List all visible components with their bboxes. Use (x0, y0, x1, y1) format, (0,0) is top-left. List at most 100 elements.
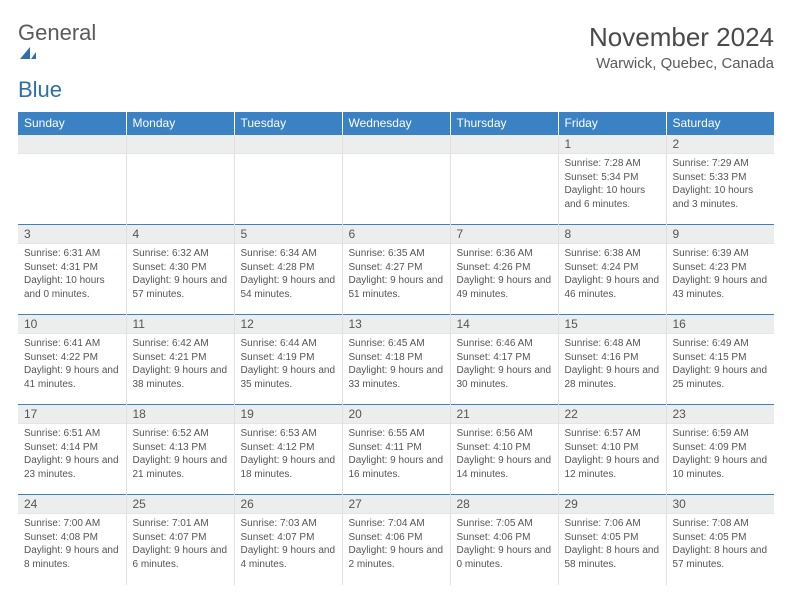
day-cell: 28Sunrise: 7:05 AMSunset: 4:06 PMDayligh… (450, 495, 558, 585)
day-cell: 13Sunrise: 6:45 AMSunset: 4:18 PMDayligh… (342, 315, 450, 405)
logo: General Blue (18, 22, 96, 102)
sunrise-text: Sunrise: 6:49 AM (673, 337, 769, 351)
day-cell: 20Sunrise: 6:55 AMSunset: 4:11 PMDayligh… (342, 405, 450, 495)
day-details: Sunrise: 7:28 AMSunset: 5:34 PMDaylight:… (559, 154, 666, 214)
day-details: Sunrise: 6:34 AMSunset: 4:28 PMDaylight:… (235, 244, 342, 304)
daylight-text: Daylight: 10 hours and 0 minutes. (24, 274, 120, 301)
day-details: Sunrise: 6:51 AMSunset: 4:14 PMDaylight:… (18, 424, 126, 484)
sunrise-text: Sunrise: 6:55 AM (349, 427, 444, 441)
day-cell: 15Sunrise: 6:48 AMSunset: 4:16 PMDayligh… (558, 315, 666, 405)
logo-text-general: General (18, 20, 96, 45)
day-cell: 14Sunrise: 6:46 AMSunset: 4:17 PMDayligh… (450, 315, 558, 405)
weekday-header: Friday (558, 112, 666, 135)
day-details: Sunrise: 7:06 AMSunset: 4:05 PMDaylight:… (559, 514, 666, 574)
day-details: Sunrise: 6:48 AMSunset: 4:16 PMDaylight:… (559, 334, 666, 394)
sunset-text: Sunset: 4:19 PM (241, 351, 336, 365)
day-cell: 24Sunrise: 7:00 AMSunset: 4:08 PMDayligh… (18, 495, 126, 585)
daylight-text: Daylight: 9 hours and 2 minutes. (349, 544, 444, 571)
sunset-text: Sunset: 4:09 PM (673, 441, 769, 455)
sunrise-text: Sunrise: 6:45 AM (349, 337, 444, 351)
sunrise-text: Sunrise: 6:57 AM (565, 427, 660, 441)
day-details: Sunrise: 6:57 AMSunset: 4:10 PMDaylight:… (559, 424, 666, 484)
calendar-week-row: 1Sunrise: 7:28 AMSunset: 5:34 PMDaylight… (18, 135, 774, 225)
sunset-text: Sunset: 4:06 PM (349, 531, 444, 545)
sunrise-text: Sunrise: 7:05 AM (457, 517, 552, 531)
calendar-table: Sunday Monday Tuesday Wednesday Thursday… (18, 112, 774, 585)
daylight-text: Daylight: 9 hours and 35 minutes. (241, 364, 336, 391)
sunset-text: Sunset: 4:22 PM (24, 351, 120, 365)
sunrise-text: Sunrise: 6:56 AM (457, 427, 552, 441)
daylight-text: Daylight: 9 hours and 18 minutes. (241, 454, 336, 481)
day-cell (342, 135, 450, 225)
day-cell: 29Sunrise: 7:06 AMSunset: 4:05 PMDayligh… (558, 495, 666, 585)
daylight-text: Daylight: 9 hours and 38 minutes. (133, 364, 228, 391)
day-number (18, 135, 126, 154)
sunset-text: Sunset: 4:05 PM (565, 531, 660, 545)
day-details: Sunrise: 6:38 AMSunset: 4:24 PMDaylight:… (559, 244, 666, 304)
day-details: Sunrise: 6:36 AMSunset: 4:26 PMDaylight:… (451, 244, 558, 304)
day-number: 2 (667, 135, 775, 154)
sunset-text: Sunset: 4:21 PM (133, 351, 228, 365)
calendar-body: 1Sunrise: 7:28 AMSunset: 5:34 PMDaylight… (18, 135, 774, 585)
day-cell (126, 135, 234, 225)
sunset-text: Sunset: 4:11 PM (349, 441, 444, 455)
day-details: Sunrise: 6:41 AMSunset: 4:22 PMDaylight:… (18, 334, 126, 394)
day-number: 18 (127, 405, 234, 424)
calendar-week-row: 3Sunrise: 6:31 AMSunset: 4:31 PMDaylight… (18, 225, 774, 315)
day-number (451, 135, 558, 154)
day-number (235, 135, 342, 154)
daylight-text: Daylight: 9 hours and 46 minutes. (565, 274, 660, 301)
day-number: 17 (18, 405, 126, 424)
sunrise-text: Sunrise: 6:34 AM (241, 247, 336, 261)
day-details: Sunrise: 6:55 AMSunset: 4:11 PMDaylight:… (343, 424, 450, 484)
day-cell: 30Sunrise: 7:08 AMSunset: 4:05 PMDayligh… (666, 495, 774, 585)
daylight-text: Daylight: 9 hours and 41 minutes. (24, 364, 120, 391)
day-number: 8 (559, 225, 666, 244)
day-number (127, 135, 234, 154)
sunrise-text: Sunrise: 7:08 AM (673, 517, 769, 531)
day-cell: 4Sunrise: 6:32 AMSunset: 4:30 PMDaylight… (126, 225, 234, 315)
sunset-text: Sunset: 4:12 PM (241, 441, 336, 455)
daylight-text: Daylight: 9 hours and 14 minutes. (457, 454, 552, 481)
calendar-week-row: 10Sunrise: 6:41 AMSunset: 4:22 PMDayligh… (18, 315, 774, 405)
day-details: Sunrise: 6:49 AMSunset: 4:15 PMDaylight:… (667, 334, 775, 394)
day-cell: 21Sunrise: 6:56 AMSunset: 4:10 PMDayligh… (450, 405, 558, 495)
title-block: November 2024 Warwick, Quebec, Canada (589, 22, 774, 72)
day-details: Sunrise: 6:39 AMSunset: 4:23 PMDaylight:… (667, 244, 775, 304)
day-cell: 10Sunrise: 6:41 AMSunset: 4:22 PMDayligh… (18, 315, 126, 405)
sunset-text: Sunset: 4:17 PM (457, 351, 552, 365)
day-details: Sunrise: 6:46 AMSunset: 4:17 PMDaylight:… (451, 334, 558, 394)
day-details: Sunrise: 7:01 AMSunset: 4:07 PMDaylight:… (127, 514, 234, 574)
day-cell (234, 135, 342, 225)
daylight-text: Daylight: 9 hours and 30 minutes. (457, 364, 552, 391)
daylight-text: Daylight: 8 hours and 58 minutes. (565, 544, 660, 571)
sunset-text: Sunset: 4:16 PM (565, 351, 660, 365)
sunrise-text: Sunrise: 7:03 AM (241, 517, 336, 531)
day-number: 14 (451, 315, 558, 334)
day-details: Sunrise: 7:29 AMSunset: 5:33 PMDaylight:… (667, 154, 775, 214)
day-cell: 11Sunrise: 6:42 AMSunset: 4:21 PMDayligh… (126, 315, 234, 405)
day-cell: 17Sunrise: 6:51 AMSunset: 4:14 PMDayligh… (18, 405, 126, 495)
day-number: 19 (235, 405, 342, 424)
sunrise-text: Sunrise: 6:46 AM (457, 337, 552, 351)
day-number: 21 (451, 405, 558, 424)
day-number: 5 (235, 225, 342, 244)
day-details: Sunrise: 6:53 AMSunset: 4:12 PMDaylight:… (235, 424, 342, 484)
sunrise-text: Sunrise: 7:29 AM (673, 157, 769, 171)
weekday-header: Saturday (666, 112, 774, 135)
day-number: 23 (667, 405, 775, 424)
day-cell: 6Sunrise: 6:35 AMSunset: 4:27 PMDaylight… (342, 225, 450, 315)
calendar-week-row: 24Sunrise: 7:00 AMSunset: 4:08 PMDayligh… (18, 495, 774, 585)
sunset-text: Sunset: 4:07 PM (241, 531, 336, 545)
day-cell: 25Sunrise: 7:01 AMSunset: 4:07 PMDayligh… (126, 495, 234, 585)
daylight-text: Daylight: 9 hours and 21 minutes. (133, 454, 228, 481)
sunrise-text: Sunrise: 6:32 AM (133, 247, 228, 261)
sunset-text: Sunset: 4:31 PM (24, 261, 120, 275)
day-details: Sunrise: 7:04 AMSunset: 4:06 PMDaylight:… (343, 514, 450, 574)
sunset-text: Sunset: 5:34 PM (565, 171, 660, 185)
day-details: Sunrise: 7:05 AMSunset: 4:06 PMDaylight:… (451, 514, 558, 574)
sunrise-text: Sunrise: 7:00 AM (24, 517, 120, 531)
day-number: 11 (127, 315, 234, 334)
day-cell: 22Sunrise: 6:57 AMSunset: 4:10 PMDayligh… (558, 405, 666, 495)
sunset-text: Sunset: 4:05 PM (673, 531, 769, 545)
